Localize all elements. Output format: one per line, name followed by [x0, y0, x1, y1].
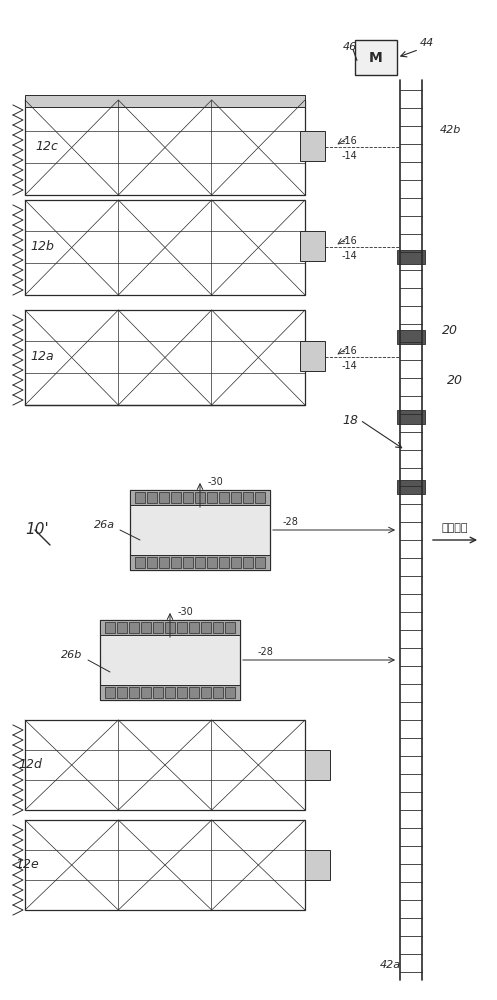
Bar [255, 492, 265, 503]
Bar [25, 820, 305, 910]
Bar [100, 620, 240, 700]
Bar [105, 687, 115, 698]
Bar [177, 687, 187, 698]
Bar [225, 622, 235, 633]
Bar [300, 131, 325, 161]
Bar [135, 492, 145, 503]
Text: 12d: 12d [18, 758, 42, 772]
Bar [177, 622, 187, 633]
Bar [300, 231, 325, 261]
Bar [129, 622, 139, 633]
Bar [207, 492, 217, 503]
Bar [397, 330, 425, 344]
Text: -16: -16 [342, 136, 358, 146]
Bar [165, 622, 175, 633]
Text: 12b: 12b [30, 240, 54, 253]
Text: 26a: 26a [94, 520, 115, 530]
Bar [355, 40, 397, 75]
Text: -14: -14 [342, 151, 358, 161]
Bar [100, 685, 240, 700]
Text: -16: -16 [342, 346, 358, 356]
Bar [201, 622, 211, 633]
Bar [171, 557, 181, 568]
Bar [183, 492, 193, 503]
Bar [300, 341, 325, 371]
Text: 12c: 12c [35, 140, 58, 153]
Text: 12e: 12e [15, 858, 39, 871]
Bar [397, 250, 425, 264]
Bar [147, 492, 157, 503]
Text: 行进方向: 行进方向 [442, 523, 468, 533]
Text: -30: -30 [207, 477, 223, 487]
Bar [171, 492, 181, 503]
Bar [207, 557, 217, 568]
Bar [231, 557, 241, 568]
Text: 10': 10' [25, 522, 49, 538]
Bar [117, 622, 127, 633]
Bar [189, 687, 199, 698]
Text: -30: -30 [177, 607, 193, 617]
Bar [105, 622, 115, 633]
Bar [183, 557, 193, 568]
Text: 44: 44 [420, 38, 434, 48]
Bar [129, 687, 139, 698]
Bar [397, 480, 425, 494]
Bar [213, 622, 223, 633]
Bar [219, 557, 229, 568]
Bar [141, 622, 151, 633]
Text: 20: 20 [442, 324, 458, 336]
Text: 18: 18 [342, 414, 358, 426]
Bar [195, 492, 205, 503]
Text: 46: 46 [343, 42, 357, 52]
Bar [219, 492, 229, 503]
Bar [305, 750, 330, 780]
Bar [201, 687, 211, 698]
Bar [243, 492, 253, 503]
Bar [100, 620, 240, 635]
Bar [25, 100, 305, 195]
Bar [135, 557, 145, 568]
Bar [141, 687, 151, 698]
Bar [153, 622, 163, 633]
Bar [25, 200, 305, 295]
Bar [231, 492, 241, 503]
Bar [305, 850, 330, 880]
Bar [130, 490, 270, 505]
Bar [117, 687, 127, 698]
Bar [189, 622, 199, 633]
Bar [25, 720, 305, 810]
Bar [159, 557, 169, 568]
Text: -14: -14 [342, 361, 358, 371]
Bar [213, 687, 223, 698]
Text: 20: 20 [447, 373, 463, 386]
Bar [25, 310, 305, 405]
Text: -14: -14 [342, 251, 358, 261]
Bar [243, 557, 253, 568]
Bar [153, 687, 163, 698]
Bar [255, 557, 265, 568]
Text: 12a: 12a [30, 351, 54, 363]
Text: -28: -28 [257, 647, 273, 657]
Bar [147, 557, 157, 568]
Text: 26b: 26b [61, 650, 82, 660]
Text: M: M [369, 50, 383, 64]
Text: -28: -28 [282, 517, 298, 527]
Bar [130, 490, 270, 570]
Text: -16: -16 [342, 236, 358, 246]
Text: 42b: 42b [440, 125, 461, 135]
Bar [25, 95, 305, 107]
Bar [397, 410, 425, 424]
Text: 42a: 42a [379, 960, 401, 970]
Bar [195, 557, 205, 568]
Bar [165, 687, 175, 698]
Bar [130, 555, 270, 570]
Bar [225, 687, 235, 698]
Bar [159, 492, 169, 503]
